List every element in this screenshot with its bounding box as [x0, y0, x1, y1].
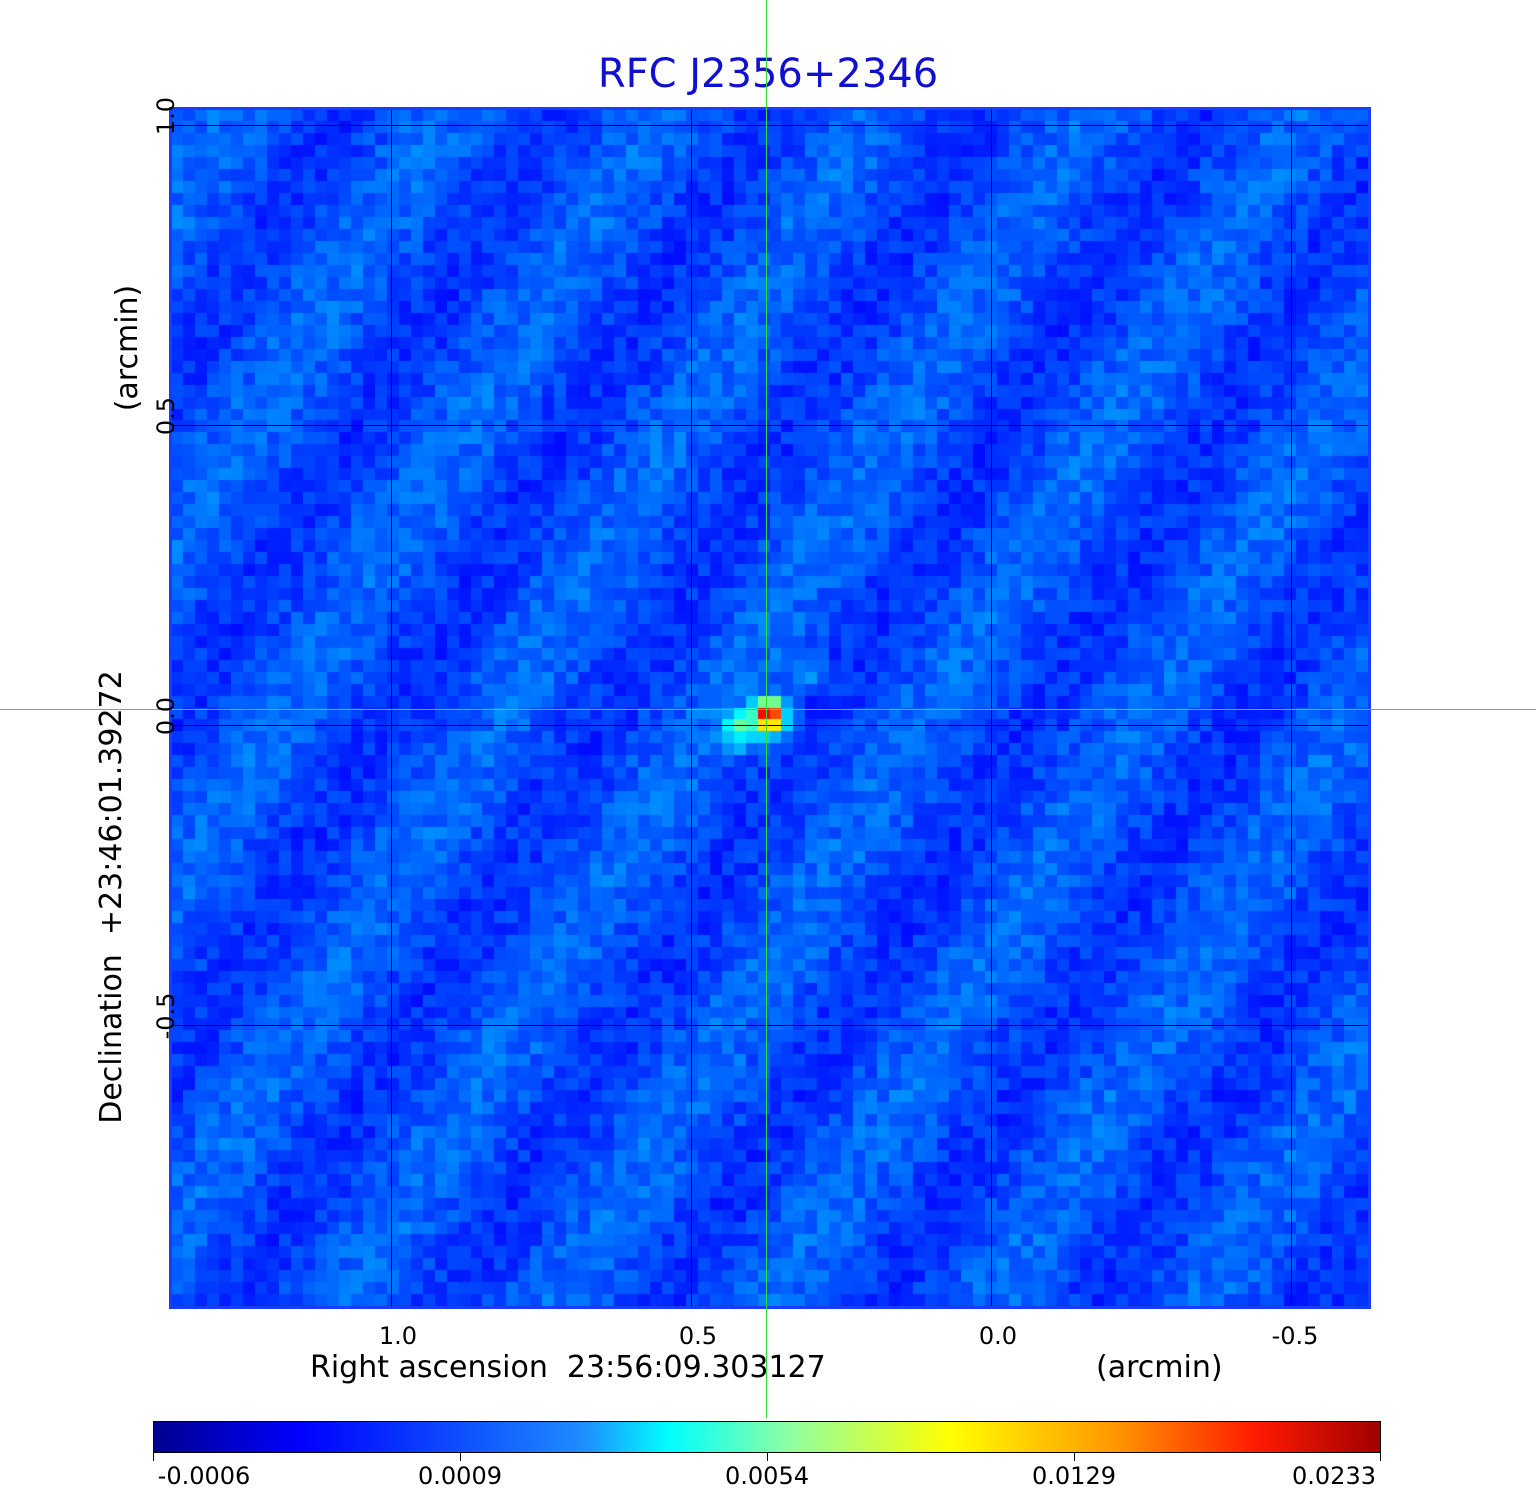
x-tick-label: 0.5 — [678, 1322, 718, 1350]
image-title: RFC J2356+2346 — [597, 51, 939, 97]
radio-intensity-map[interactable] — [172, 110, 1368, 1306]
colorbar-tick — [767, 1453, 768, 1461]
grid-line-ra-0.5 — [691, 110, 692, 1306]
crosshair-horizontal — [0, 709, 1536, 710]
y-axis-label: Declination +23:46:01.39272 — [94, 670, 129, 1124]
y-tick-label: -0.5 — [152, 992, 180, 1040]
colorbar-label: -0.0006 — [157, 1462, 251, 1490]
y-tick-label: 0.0 — [152, 696, 180, 736]
colorbar-label: 0.0054 — [725, 1462, 809, 1490]
x-axis-label: Right ascension 23:56:09.303127 — [310, 1350, 826, 1385]
grid-line-ra-1.0 — [391, 110, 392, 1306]
colorbar-tick — [153, 1453, 154, 1461]
colorbar-tick — [460, 1453, 461, 1461]
grid-line-ra-0.0 — [991, 110, 992, 1306]
colorbar-label: 0.0233 — [1292, 1462, 1376, 1490]
x-tick-label: -0.5 — [1271, 1322, 1319, 1350]
grid-line-dec--0.5 — [172, 1025, 1368, 1026]
colorbar-tick — [1380, 1453, 1381, 1461]
y-axis-unit: (arcmin) — [110, 284, 145, 412]
x-tick-label: 0.0 — [978, 1322, 1018, 1350]
colorbar — [153, 1421, 1381, 1453]
x-axis-unit: (arcmin) — [1096, 1350, 1223, 1385]
y-tick-label: 0.5 — [152, 396, 180, 436]
y-tick-label: 1.0 — [152, 96, 180, 136]
colorbar-tick — [1074, 1453, 1075, 1461]
x-tick-label: 1.0 — [378, 1322, 418, 1350]
grid-line-ra--0.5 — [1291, 110, 1292, 1306]
grid-line-dec-1.0 — [172, 125, 1368, 126]
colorbar-label: 0.0129 — [1032, 1462, 1116, 1490]
grid-line-dec-0.5 — [172, 425, 1368, 426]
colorbar-label: 0.0009 — [418, 1462, 502, 1490]
radio-map-panel[interactable] — [169, 107, 1371, 1309]
grid-line-dec-0.0 — [172, 725, 1368, 726]
